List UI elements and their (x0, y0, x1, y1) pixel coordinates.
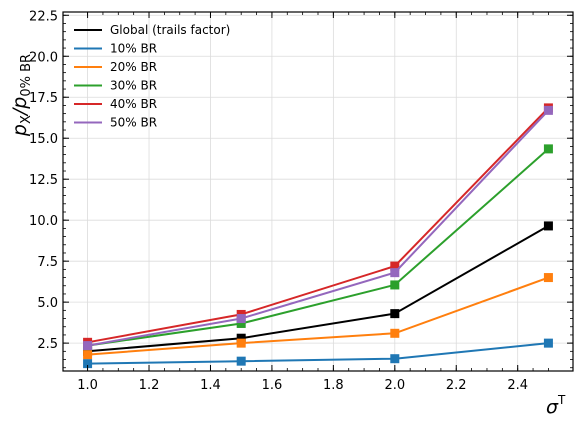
y-axis-label: pX/p0% BR (9, 54, 34, 137)
x-tick-label: 2.4 (507, 378, 528, 393)
legend: Global (trails factor) 10% BR 20% BR 30% BR… (74, 23, 230, 130)
y-tick-label: 20.0 (29, 50, 58, 65)
data-point (390, 309, 400, 319)
x-tick-label: 1.4 (200, 378, 221, 393)
y-tick-label: 15.0 (29, 132, 58, 147)
x-tick-label: 1.6 (262, 378, 283, 393)
x-tick-label: 1.2 (139, 378, 160, 393)
series-1 (83, 338, 553, 369)
legend-item: 20% BR (74, 60, 157, 74)
legend-label: 50% BR (110, 116, 157, 130)
series-line (87, 148, 550, 347)
legend-item: 10% BR (74, 42, 157, 56)
data-point (390, 354, 400, 364)
y-tick-label: 7.5 (37, 255, 58, 270)
data-point (83, 350, 93, 360)
y-tick-label: 12.5 (29, 173, 58, 188)
series-2 (83, 273, 553, 360)
data-point (390, 261, 400, 271)
data-point (236, 333, 246, 343)
series-line (87, 276, 549, 356)
series-4 (83, 103, 553, 347)
x-tick-label: 1.0 (77, 378, 98, 393)
y-tick-label: 2.5 (37, 337, 58, 352)
legend-label: 10% BR (110, 42, 157, 56)
data-point (543, 221, 553, 231)
data-point (543, 273, 553, 283)
data-point (236, 338, 246, 348)
data-point (236, 314, 246, 324)
legend-item: Global (trails factor) (74, 23, 230, 37)
x-axis-label: σT (546, 393, 566, 418)
grid (63, 12, 573, 371)
y-tick-label: 22.5 (29, 9, 58, 24)
data-point (390, 328, 400, 338)
legend-label: Global (trails factor) (110, 23, 230, 37)
data-point (83, 359, 93, 369)
data-point (390, 268, 400, 278)
data-point (543, 144, 553, 154)
data-point (543, 105, 553, 115)
data-point (236, 318, 246, 328)
data-point (236, 356, 246, 366)
data-point (83, 341, 93, 351)
x-tick-label: 2.2 (446, 378, 467, 393)
legend-item: 50% BR (74, 116, 157, 130)
legend-label: 40% BR (110, 97, 157, 111)
data-point (390, 280, 400, 290)
legend-label: 30% BR (110, 79, 157, 93)
series-line (87, 109, 550, 347)
legend-item: 40% BR (74, 97, 157, 111)
legend-label: 20% BR (110, 60, 157, 74)
series-5 (83, 105, 553, 351)
y-tick-label: 17.5 (29, 91, 58, 106)
x-tick-label: 2.0 (384, 378, 405, 393)
y-tick-label: 10.0 (29, 214, 58, 229)
series-line (87, 342, 549, 365)
y-tick-label: 5.0 (37, 296, 58, 311)
data-point (543, 338, 553, 348)
series-line (87, 225, 549, 353)
series-layer (83, 103, 553, 369)
axis-ticks: 1.0 1.2 1.4 1.6 1.8 2.0 2.2 2.4 2.5 5.0 7.5 10.0 12.… (29, 9, 573, 393)
series-line (87, 107, 550, 344)
legend-item: 30% BR (74, 79, 157, 93)
x-tick-label: 1.8 (323, 378, 344, 393)
